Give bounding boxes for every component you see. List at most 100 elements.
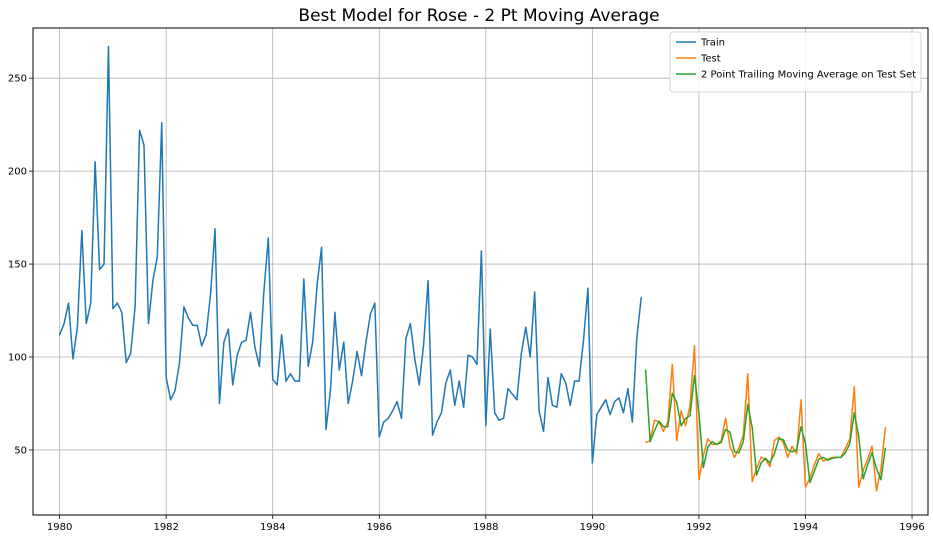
data-point (178, 361, 181, 364)
data-point (769, 466, 771, 468)
data-point (685, 425, 687, 427)
data-point (729, 445, 731, 447)
data-point (773, 440, 775, 442)
data-point (156, 256, 158, 258)
data-point (316, 283, 318, 286)
x-tick-label: 1982 (153, 522, 178, 533)
data-point (844, 452, 847, 454)
data-point (680, 410, 682, 412)
data-point (689, 414, 691, 417)
data-point (698, 479, 700, 481)
data-point (622, 412, 625, 414)
data-point (161, 122, 163, 124)
data-point (627, 388, 629, 390)
data-point (698, 412, 700, 414)
data-point (81, 230, 83, 232)
data-point (671, 363, 673, 366)
data-point (764, 457, 767, 459)
data-point (693, 374, 696, 377)
data-point (787, 449, 789, 451)
data-point (618, 397, 620, 399)
x-tick-label: 1992 (686, 522, 711, 533)
data-point (578, 380, 580, 382)
data-point (795, 453, 798, 455)
legend-label: Test (700, 54, 721, 65)
axes: 1980 1982 1984 1986 1988 1990 1992 1994 1996 50 10… (8, 74, 925, 533)
data-point (392, 410, 394, 412)
data-point (445, 382, 447, 384)
data-point (733, 451, 736, 453)
data-point (884, 427, 886, 429)
data-point (312, 341, 314, 343)
data-point (653, 419, 656, 421)
data-point (138, 129, 141, 131)
data-point (334, 311, 336, 313)
y-tick-label: 200 (8, 167, 27, 178)
data-point (569, 404, 571, 406)
data-point (476, 363, 478, 366)
y-tick-label: 50 (14, 445, 27, 456)
data-point (871, 445, 873, 447)
data-point (147, 322, 150, 325)
data-point (360, 374, 363, 377)
data-point (813, 470, 815, 472)
data-point (711, 440, 713, 443)
data-point (822, 456, 824, 458)
data-point (374, 302, 376, 304)
y-tick-label: 250 (8, 74, 27, 85)
data-point (458, 380, 460, 382)
data-point (343, 341, 345, 343)
data-point (867, 458, 869, 460)
data-point (325, 428, 327, 431)
data-point (738, 452, 740, 454)
data-point (467, 354, 469, 356)
data-point (729, 431, 731, 433)
data-point (303, 278, 305, 280)
y-tick-label: 100 (8, 353, 27, 364)
data-point (192, 324, 194, 326)
data-point (365, 341, 367, 343)
data-point (542, 430, 545, 432)
data-point (609, 414, 611, 416)
data-point (72, 358, 74, 360)
data-point (733, 456, 736, 458)
data-point (818, 453, 820, 455)
data-point (214, 228, 216, 230)
data-point (600, 406, 602, 408)
data-point (742, 440, 744, 443)
data-point (63, 322, 65, 325)
series-points-train (59, 45, 642, 464)
series-group (58, 45, 887, 492)
data-point (613, 401, 616, 403)
x-tick-label: 1980 (47, 522, 72, 533)
data-point (880, 479, 882, 481)
plot-frame (32, 27, 929, 516)
data-point (787, 456, 789, 458)
data-point (281, 334, 283, 336)
data-point (201, 345, 203, 347)
data-point (538, 410, 540, 412)
data-point (716, 443, 718, 445)
data-point (227, 328, 229, 330)
data-point (383, 421, 385, 423)
data-point (471, 356, 474, 358)
data-point (59, 334, 61, 336)
legend: Train Test 2 Point Trailing Moving Average… (669, 31, 922, 93)
data-point (409, 322, 411, 325)
data-point (795, 449, 798, 451)
data-point (822, 460, 824, 462)
data-point (662, 426, 665, 428)
data-point (800, 426, 802, 428)
data-point (582, 339, 585, 341)
data-point (170, 399, 172, 401)
data-point (591, 462, 593, 464)
data-point (818, 458, 820, 460)
data-point (103, 263, 105, 265)
legend-label: 2 Point Trailing Moving Average on Test … (701, 70, 916, 81)
data-point (387, 417, 389, 419)
data-point (174, 389, 176, 392)
data-point (853, 386, 855, 388)
data-point (347, 402, 349, 405)
data-point (676, 401, 678, 404)
x-tick-label: 1986 (367, 522, 392, 533)
